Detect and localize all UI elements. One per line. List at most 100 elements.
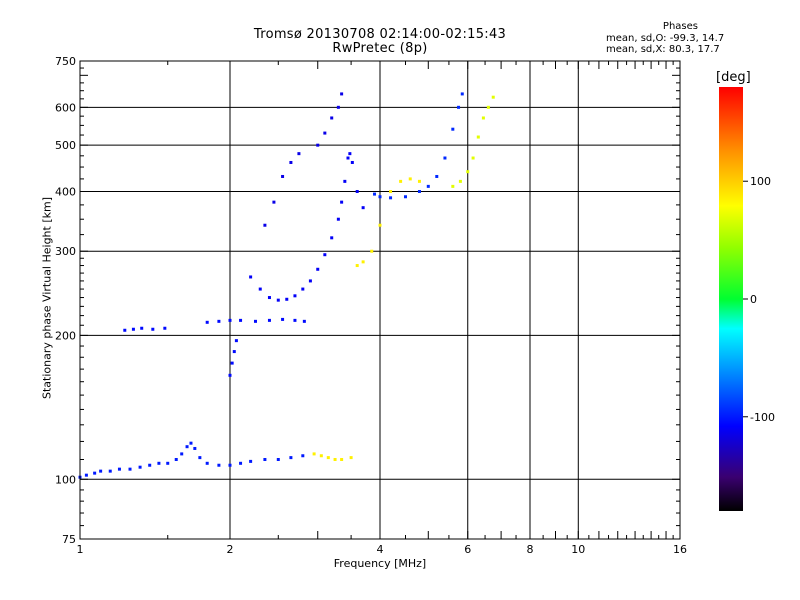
data-point	[361, 206, 365, 210]
data-point	[471, 156, 475, 160]
data-point	[272, 200, 276, 204]
chart-subtitle: RwPretec (8p)	[332, 41, 428, 56]
data-point	[84, 473, 88, 477]
data-point	[198, 456, 202, 460]
y-tick-label: 100	[55, 473, 76, 486]
data-point	[316, 143, 320, 147]
data-point	[232, 350, 236, 354]
data-point	[151, 327, 155, 331]
y-tick-label: 600	[55, 101, 76, 114]
data-point	[340, 200, 344, 204]
data-point	[93, 471, 97, 475]
data-point	[228, 373, 232, 377]
data-point	[355, 264, 359, 268]
data-point	[481, 116, 485, 120]
stats-heading: Phases	[662, 21, 698, 32]
data-point	[276, 457, 280, 461]
data-point	[174, 457, 178, 461]
data-point	[443, 156, 447, 160]
data-point	[205, 320, 209, 324]
data-point	[361, 260, 365, 264]
data-point	[451, 127, 455, 131]
data-point	[140, 326, 144, 330]
x-tick-label: 4	[377, 543, 384, 556]
y-tick-label: 75	[62, 533, 76, 546]
y-tick-label: 750	[55, 55, 76, 68]
data-point	[193, 446, 197, 450]
data-point	[336, 217, 340, 221]
data-point	[258, 287, 262, 291]
axis-ticks	[79, 60, 681, 539]
data-point	[293, 294, 297, 298]
data-point	[180, 452, 184, 456]
data-point	[99, 469, 103, 473]
colorbar-tick-label: 100	[750, 175, 771, 188]
data-point	[333, 457, 337, 461]
data-point	[408, 177, 412, 181]
data-point	[301, 287, 305, 291]
data-point	[457, 105, 461, 109]
data-point	[249, 275, 253, 279]
x-tick-label: 10	[571, 543, 585, 556]
y-axis-label: Stationary phase Virtual Height [km]	[40, 196, 54, 400]
data-point	[316, 267, 320, 271]
data-point	[230, 361, 234, 365]
data-point	[336, 105, 340, 109]
data-point	[451, 184, 455, 188]
data-point	[323, 253, 327, 257]
data-point	[249, 459, 253, 463]
data-point	[340, 92, 344, 96]
data-point	[263, 457, 267, 461]
stats-x-mode: mean, sd,X: 80.3, 17.7	[606, 44, 720, 55]
data-point	[343, 179, 347, 183]
data-point	[435, 174, 439, 178]
data-point	[276, 298, 280, 302]
data-point	[267, 296, 271, 300]
stats-o-mode: mean, sd,O: -99.3, 14.7	[606, 33, 725, 44]
data-point	[228, 318, 232, 322]
colorbar-tick-label: -100	[750, 411, 775, 424]
data-point	[253, 319, 257, 323]
data-point	[293, 318, 297, 322]
data-point	[289, 456, 293, 460]
data-point	[281, 174, 285, 178]
x-tick-label: 2	[227, 543, 234, 556]
data-point	[486, 105, 490, 109]
data-point	[217, 463, 221, 467]
y-tick-label: 300	[55, 245, 76, 258]
data-point	[348, 152, 352, 156]
data-point	[289, 160, 293, 164]
data-point	[426, 184, 430, 188]
data-point	[166, 461, 170, 465]
data-point	[330, 236, 334, 240]
colorbar-tick-label: 0	[750, 293, 757, 306]
data-point	[281, 317, 285, 321]
data-point	[117, 467, 121, 471]
colorbar-unit: [deg]	[716, 70, 751, 85]
data-point	[302, 319, 306, 323]
chart-title: Tromsø 20130708 02:14:00-02:15:43	[253, 27, 507, 42]
data-point	[378, 223, 382, 227]
data-point	[355, 189, 359, 193]
x-tick-label: 16	[673, 543, 687, 556]
data-point	[228, 463, 232, 467]
data-point	[466, 170, 470, 174]
data-point	[312, 452, 316, 456]
data-point	[330, 116, 334, 120]
data-point	[239, 318, 243, 322]
y-tick-label: 200	[55, 329, 76, 342]
data-point	[370, 249, 374, 253]
colorbar	[719, 87, 743, 511]
data-point	[349, 456, 353, 460]
tick-labels: 1 2 4 6 8 10 16 75 100 200 300 400 500 600 750	[55, 55, 687, 556]
y-tick-label: 400	[55, 185, 76, 198]
data-point	[417, 189, 421, 193]
data-point	[326, 456, 330, 460]
data-point	[301, 454, 305, 458]
x-tick-label: 1	[77, 543, 84, 556]
data-point	[217, 319, 221, 323]
data-point	[350, 160, 354, 164]
data-point	[148, 463, 152, 467]
data-point	[417, 179, 421, 183]
